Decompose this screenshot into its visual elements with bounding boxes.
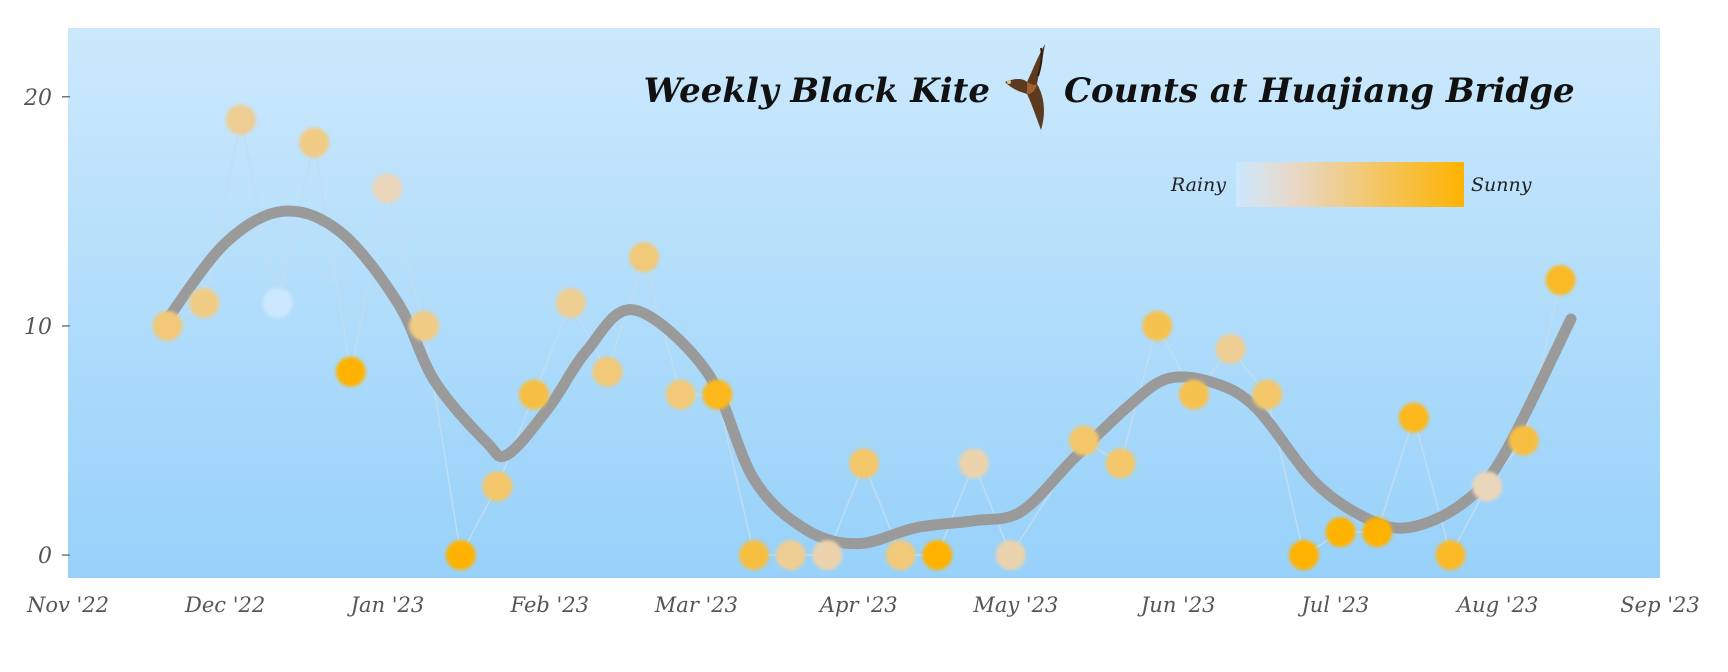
data-points bbox=[152, 104, 1576, 571]
data-point bbox=[299, 127, 330, 158]
data-point bbox=[519, 379, 550, 410]
data-point bbox=[1252, 379, 1283, 410]
data-point bbox=[1178, 379, 1209, 410]
data-point bbox=[189, 288, 220, 318]
data-point bbox=[1068, 425, 1099, 456]
title-left-text: Weekly Black Kite bbox=[644, 71, 990, 111]
data-point bbox=[592, 356, 623, 387]
data-point bbox=[409, 310, 440, 341]
x-tick-label: May '23 bbox=[972, 593, 1058, 617]
x-tick-label: Mar '23 bbox=[654, 593, 738, 617]
chart-title: Weekly Black Kite Counts at Huajiang Bri… bbox=[644, 44, 1575, 130]
data-point bbox=[1215, 333, 1246, 364]
x-tick-label: Dec '22 bbox=[184, 593, 265, 617]
x-tick-label: Jul '23 bbox=[1297, 593, 1369, 617]
data-point bbox=[225, 104, 256, 135]
data-point bbox=[1288, 540, 1319, 571]
data-point bbox=[849, 448, 879, 479]
data-point bbox=[1362, 517, 1393, 548]
data-point bbox=[958, 448, 989, 479]
x-tick-label: Apr '23 bbox=[818, 593, 898, 617]
data-point bbox=[629, 242, 660, 273]
data-point bbox=[1398, 402, 1429, 433]
trend-curve-layer bbox=[162, 205, 1577, 550]
x-tick-label: Sep '23 bbox=[1620, 593, 1699, 617]
y-tick-label: 10 bbox=[24, 315, 52, 340]
x-tick-label: Nov '22 bbox=[26, 593, 109, 617]
legend-low-label: Rainy bbox=[1170, 174, 1226, 196]
data-point bbox=[445, 540, 476, 571]
plot-background bbox=[68, 28, 1660, 578]
data-point bbox=[335, 356, 366, 387]
y-axis: 0 10 20 bbox=[23, 86, 70, 569]
data-point bbox=[739, 540, 770, 571]
y-tick-label: 0 bbox=[38, 544, 52, 569]
title-right-text: Counts at Huajiang Bridge bbox=[1064, 71, 1575, 111]
data-point bbox=[262, 288, 293, 318]
data-point bbox=[1325, 517, 1356, 548]
data-point bbox=[665, 379, 696, 410]
x-axis: Nov '22 Dec '22 Jan '23 Feb '23 Mar '23 Apr '… bbox=[26, 593, 1700, 617]
colorbar-legend: Rainy Sunny bbox=[1170, 162, 1532, 207]
data-point bbox=[1142, 310, 1173, 341]
data-point bbox=[1435, 540, 1466, 571]
data-point bbox=[555, 288, 586, 318]
data-point bbox=[702, 379, 733, 410]
data-point bbox=[995, 540, 1026, 571]
data-point bbox=[152, 310, 183, 341]
data-point bbox=[885, 540, 916, 571]
data-point bbox=[372, 173, 403, 204]
data-point bbox=[775, 540, 806, 571]
legend-high-label: Sunny bbox=[1471, 174, 1532, 196]
x-tick-label: Feb '23 bbox=[510, 593, 589, 617]
x-tick-label: Jan '23 bbox=[347, 593, 425, 617]
x-tick-label: Aug '23 bbox=[1455, 593, 1538, 617]
data-point bbox=[1545, 265, 1576, 296]
data-point bbox=[482, 471, 513, 502]
data-point bbox=[922, 540, 953, 571]
trend-curve bbox=[162, 205, 1577, 550]
data-point bbox=[1472, 471, 1503, 502]
data-point bbox=[812, 540, 843, 571]
black-kite-bird-icon bbox=[1005, 44, 1045, 130]
data-point bbox=[1105, 448, 1136, 479]
data-point bbox=[1508, 425, 1539, 456]
x-tick-label: Jun '23 bbox=[1137, 593, 1216, 617]
y-tick-label: 20 bbox=[23, 86, 52, 111]
colorbar-gradient bbox=[1236, 162, 1464, 207]
